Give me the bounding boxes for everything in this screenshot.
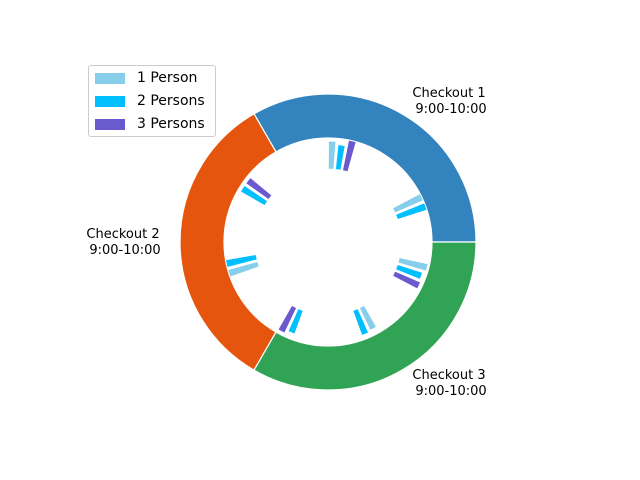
ring-segment-checkout-1 (253, 93, 477, 243)
segment-label-name: Checkout 2 (86, 227, 159, 242)
outer-ring (179, 93, 477, 391)
bar-checkout-1-interval-2-series-1 (392, 193, 424, 214)
inner-bars (225, 139, 429, 336)
bar-checkout-3-interval-3-series-3 (392, 270, 422, 290)
segment-label-checkout-2: Checkout 2 9:00-10:00 (86, 227, 160, 258)
legend-item-3-persons: 3 Persons (95, 115, 205, 133)
bar-checkout-3-interval-1-series-3 (277, 304, 298, 334)
bar-checkout-3-interval-2-series-1 (358, 304, 378, 331)
bar-checkout-1-interval-2-series-2 (395, 202, 428, 221)
bar-checkout-3-interval-3-series-1 (397, 257, 429, 272)
segment-label-checkout-1: Checkout 1 9:00-10:00 (412, 86, 486, 117)
segment-label-name: Checkout 3 (412, 368, 485, 383)
legend-label: 1 Person (137, 70, 198, 86)
bar-checkout-1-interval-1-series-1 (327, 140, 337, 170)
bar-checkout-1-interval-1-series-3 (342, 139, 357, 173)
legend: 1 Person 2 Persons 3 Persons (88, 65, 216, 137)
legend-item-1-person: 1 Person (95, 69, 197, 87)
bar-checkout-2-interval-1-series-2 (239, 184, 269, 207)
segment-label-time: 9:00-10:00 (89, 243, 160, 258)
bar-checkout-1-interval-1-series-2 (335, 144, 346, 171)
legend-label: 3 Persons (137, 116, 205, 132)
bar-checkout-3-interval-3-series-2 (395, 263, 424, 280)
bar-checkout-3-interval-2-series-2 (352, 308, 370, 336)
legend-item-2-persons: 2 Persons (95, 92, 205, 110)
bar-checkout-2-interval-2-series-1 (227, 261, 260, 278)
legend-swatch (95, 95, 125, 107)
segment-label-checkout-3: Checkout 3 9:00-10:00 (412, 368, 486, 399)
ring-segment-checkout-2 (179, 113, 277, 371)
segment-label-name: Checkout 1 (412, 86, 485, 101)
segment-label-time: 9:00-10:00 (415, 102, 486, 117)
segment-label-time: 9:00-10:00 (415, 384, 486, 399)
legend-swatch (95, 118, 125, 130)
bar-checkout-2-interval-1-series-3 (245, 176, 273, 201)
ring-segment-checkout-3 (253, 241, 477, 391)
legend-label: 2 Persons (137, 93, 205, 109)
bar-checkout-3-interval-1-series-2 (287, 308, 304, 335)
legend-swatch (95, 72, 125, 84)
bar-checkout-2-interval-2-series-2 (225, 254, 258, 268)
